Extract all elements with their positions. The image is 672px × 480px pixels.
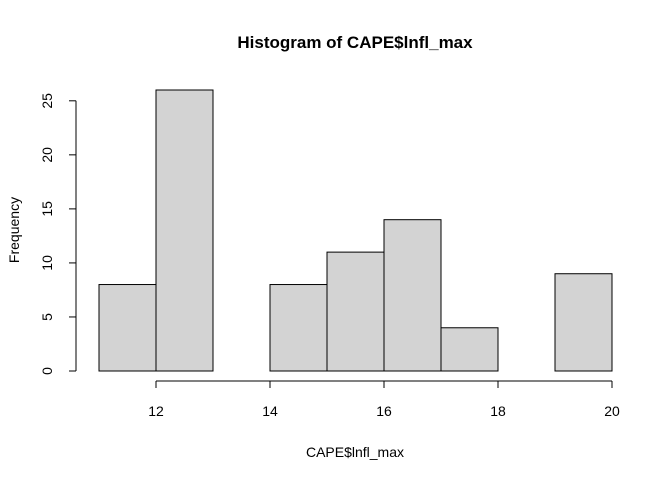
chart-title: Histogram of CAPE$lnfl_max: [237, 33, 473, 52]
x-tick-label: 12: [148, 403, 164, 419]
x-tick-label: 18: [490, 403, 506, 419]
bar-bin-7: [440, 327, 499, 372]
y-tick-label: 10: [39, 255, 55, 271]
y-tick-label: 0: [39, 367, 55, 375]
y-tick-label: 5: [39, 313, 55, 321]
x-axis: 12 14 16 18 20: [148, 380, 620, 419]
x-tick-label: 16: [376, 403, 392, 419]
bars-group: [98, 89, 613, 372]
bar-bin-1: [98, 284, 157, 372]
y-axis-label: Frequency: [6, 197, 22, 263]
bar-bin-2: [155, 89, 214, 372]
bar-bin-9: [554, 273, 613, 372]
bar-bin-6: [383, 219, 442, 372]
y-tick-label: 25: [39, 93, 55, 109]
y-axis: 0 5 10 15 20 25: [39, 93, 77, 375]
bar-bin-5: [326, 251, 385, 372]
y-tick-label: 20: [39, 147, 55, 163]
x-axis-label: CAPE$lnfl_max: [306, 444, 404, 460]
y-tick-label: 15: [39, 201, 55, 217]
x-tick-label: 14: [262, 403, 278, 419]
x-tick-label: 20: [604, 403, 620, 419]
bar-bin-4: [269, 284, 328, 372]
